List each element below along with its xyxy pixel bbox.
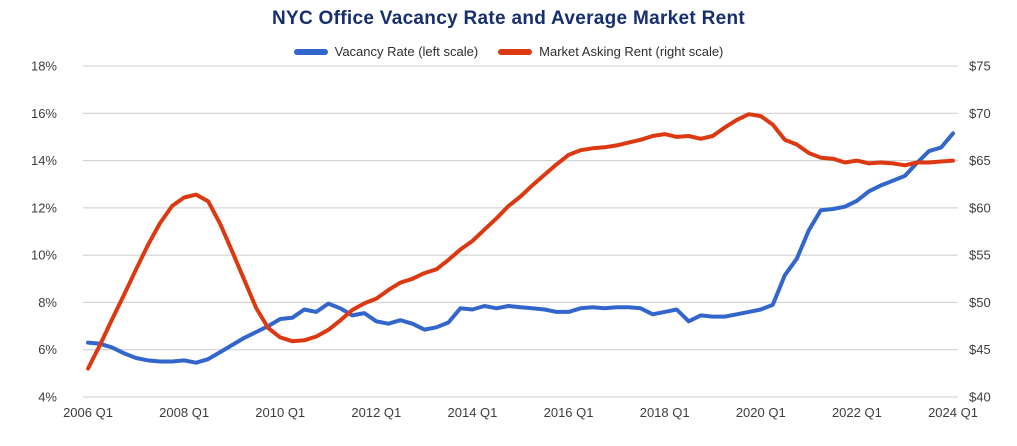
right-axis-tick-label: $65 <box>969 153 991 168</box>
legend-label-market-rent: Market Asking Rent (right scale) <box>539 44 724 59</box>
right-axis-tick-label: $75 <box>969 59 991 74</box>
right-axis-tick-label: $40 <box>969 390 991 405</box>
legend-label-vacancy-rate: Vacancy Rate (left scale) <box>334 44 479 59</box>
x-axis-tick-label: 2012 Q1 <box>351 405 401 420</box>
legend-item-market-rent: Market Asking Rent (right scale) <box>498 44 723 59</box>
x-axis-tick-label: 2010 Q1 <box>255 405 305 420</box>
x-axis-tick-label: 2014 Q1 <box>448 405 498 420</box>
left-axis-tick-label: 18% <box>31 59 57 74</box>
left-axis-tick-label: 12% <box>31 200 57 215</box>
right-axis-tick-label: $50 <box>969 295 991 310</box>
left-axis-tick-label: 8% <box>38 295 57 310</box>
left-axis-tick-label: 10% <box>31 248 57 263</box>
chart-title: NYC Office Vacancy Rate and Average Mark… <box>271 8 746 29</box>
left-axis-tick-label: 6% <box>38 342 57 357</box>
x-axis-tick-label: 2018 Q1 <box>640 405 690 420</box>
right-axis-tick-label: $60 <box>969 200 991 215</box>
chart-legend: Vacancy Rate (left scale) Market Asking … <box>0 44 1017 59</box>
market-asking-rent-line <box>86 112 955 371</box>
legend-swatch-vacancy-rate-icon <box>293 48 328 55</box>
legend-item-vacancy-rate: Vacancy Rate (left scale) <box>293 44 479 59</box>
left-axis-tick-label: 16% <box>31 106 57 121</box>
left-axis-tick-label: 4% <box>38 390 57 405</box>
x-axis-tick-label: 2006 Q1 <box>63 405 113 420</box>
right-axis-tick-label: $55 <box>969 248 991 263</box>
vacancy-rate-line <box>86 131 955 365</box>
right-axis-tick-label: $45 <box>969 342 991 357</box>
right-axis-tick-label: $70 <box>969 106 991 121</box>
x-axis-tick-label: 2024 Q1 <box>928 405 978 420</box>
legend-swatch-market-rent-icon <box>498 48 533 55</box>
left-axis-tick-label: 14% <box>31 153 57 168</box>
x-axis-tick-label: 2020 Q1 <box>736 405 786 420</box>
x-axis-tick-label: 2016 Q1 <box>544 405 594 420</box>
x-axis-tick-label: 2022 Q1 <box>832 405 882 420</box>
x-axis-tick-label: 2008 Q1 <box>159 405 209 420</box>
